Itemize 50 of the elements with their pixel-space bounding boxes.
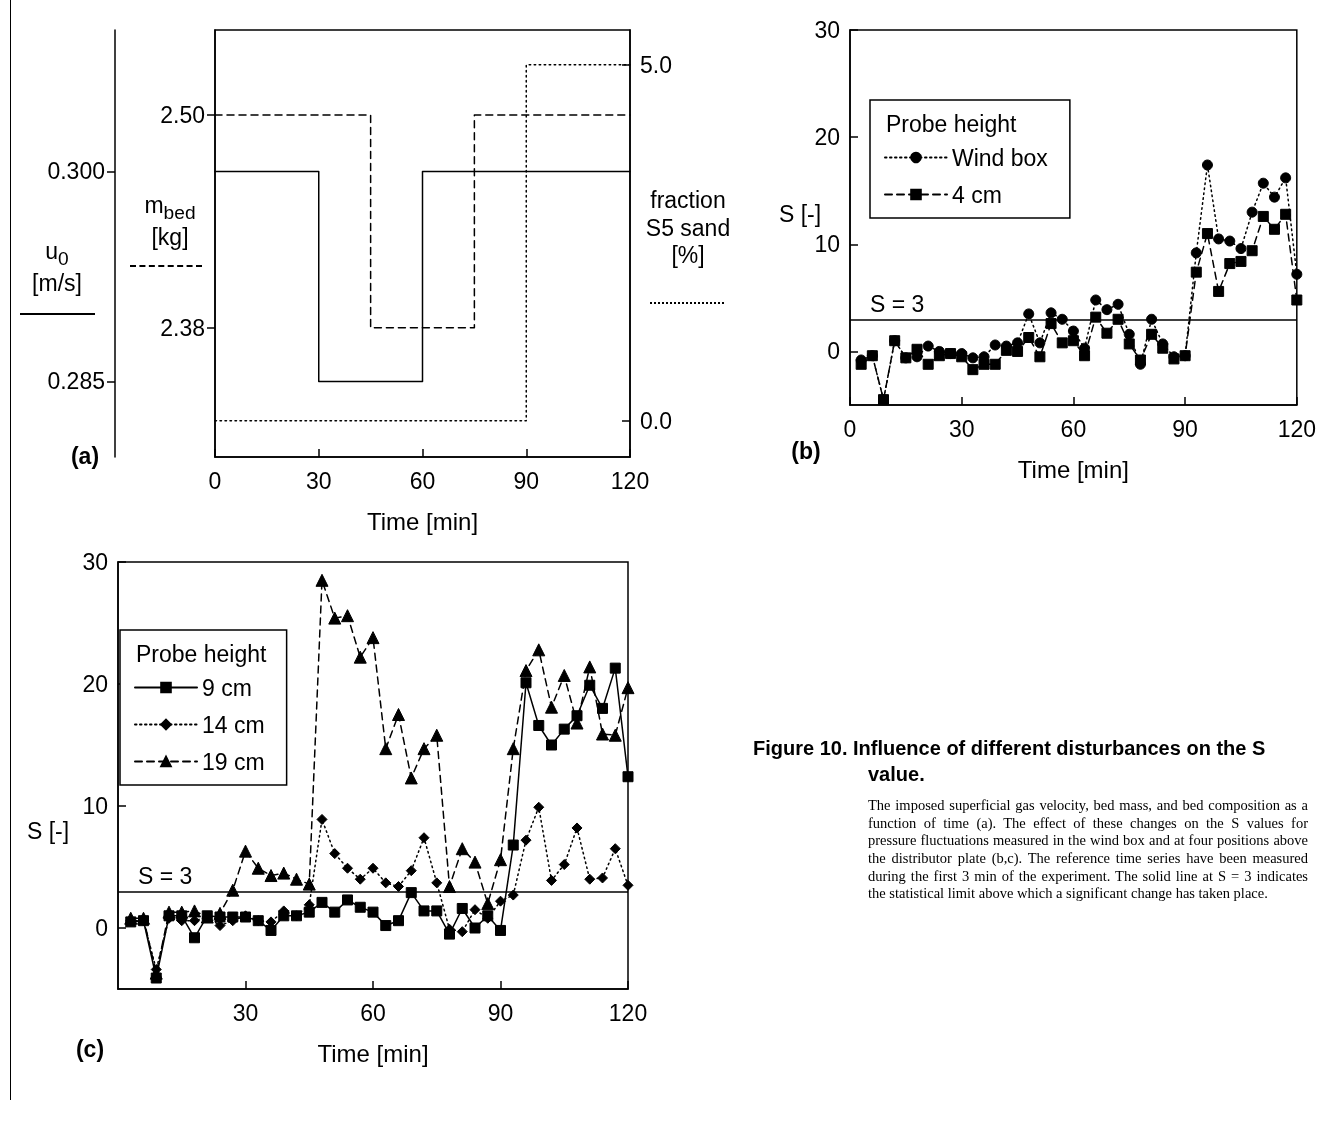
x-tick-label: 0 — [843, 415, 857, 442]
y2-tick-label: 2.38 — [160, 314, 205, 341]
x-tick-label: 30 — [232, 999, 259, 1026]
y-tick-label: 0 — [95, 915, 108, 941]
y-tick-label: 30 — [814, 17, 840, 43]
text: (b) — [791, 438, 821, 466]
x-tick-label: 90 — [1172, 415, 1198, 442]
legend-label: 4 cm — [952, 181, 1002, 208]
y-tick-label: 0.285 — [47, 368, 105, 395]
x-axis-title: Time [min] — [1017, 455, 1129, 483]
text: Figure 10. Influence of different disturbances on the S value. — [753, 736, 1267, 787]
legend-label: Wind box — [952, 144, 1049, 171]
legend-label: 14 cm — [202, 711, 265, 738]
x-tick-label: 90 — [487, 999, 514, 1026]
x-axis-title: Time [min] — [366, 507, 479, 535]
y-tick-label: 10 — [814, 231, 840, 258]
y2-tick-label: 2.50 — [160, 102, 205, 129]
text: (a) — [70, 443, 100, 471]
text: (c) — [75, 1036, 105, 1064]
y-tick-label: 30 — [82, 549, 108, 575]
y-tick-label: 0.300 — [47, 158, 105, 185]
legend-title: Probe height — [136, 640, 268, 667]
y-axis-title: u$_{0}$ [m/s] — [31, 238, 83, 298]
ref-line-label: S = 3 — [870, 290, 925, 317]
legend-label: 19 cm — [202, 748, 265, 775]
y-tick-label: 10 — [82, 793, 108, 819]
x-tick-label: 120 — [610, 467, 650, 494]
y-tick-label: 20 — [814, 124, 840, 151]
x-tick-label: 120 — [608, 999, 648, 1026]
legend-label: 9 cm — [202, 674, 252, 701]
y3-tick-label: 5.0 — [640, 51, 672, 78]
legend-title: Probe height — [886, 110, 1018, 137]
y3-axis-title: fraction S5 sand [%] — [644, 186, 732, 270]
x-tick-label: 0 — [208, 467, 222, 494]
y-axis-title: S [-] — [777, 201, 823, 229]
y-axis-title: S [-] — [25, 818, 71, 846]
x-tick-label: 30 — [948, 415, 975, 442]
y-tick-label: 0 — [827, 338, 840, 365]
text: The imposed superficial gas velocity, bed mass, and bed composition as a function of time (a). The effect of these changes on the S values for pressure fluctuations measured in the wind box and at four positions above the distributor plate (b,c). The reference time series have been measured during the first 3 min of the experiment. The solid line at S = 3 indicates the statistical limit above which a significant change has taken place. — [868, 797, 1308, 904]
y3-tick-label: 0.0 — [640, 407, 672, 434]
y-tick-label: 20 — [82, 671, 108, 697]
x-axis-title: Time [min] — [317, 1039, 429, 1067]
x-tick-label: 90 — [513, 467, 540, 494]
x-tick-label: 60 — [360, 999, 386, 1026]
ref-line-label: S = 3 — [138, 862, 193, 889]
y2-axis-title: m$_{bed}$ [kg] — [143, 192, 197, 252]
x-tick-label: 60 — [409, 467, 436, 494]
x-tick-label: 120 — [1277, 415, 1316, 442]
x-tick-label: 30 — [305, 467, 332, 494]
x-tick-label: 60 — [1060, 415, 1087, 442]
